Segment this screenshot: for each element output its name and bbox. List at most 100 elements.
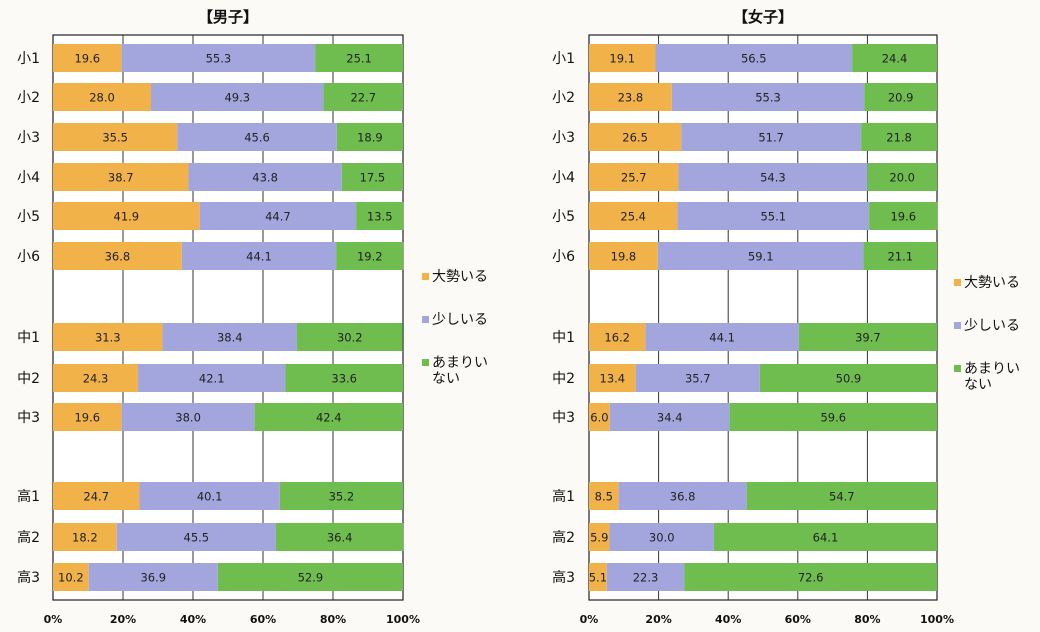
data-label: 20.9	[888, 91, 914, 105]
data-label: 35.2	[329, 490, 355, 504]
category-label: 中3	[17, 410, 40, 426]
data-label: 49.3	[224, 91, 250, 105]
bar-segment	[279, 482, 403, 510]
category-label: 中3	[552, 410, 575, 426]
category-label: 高3	[17, 569, 40, 586]
bar-segment	[589, 563, 607, 591]
bar-segment	[121, 403, 255, 431]
bar-segment	[53, 364, 139, 392]
bar-segment	[655, 44, 853, 72]
data-label: 72.6	[798, 571, 824, 585]
bar-segment	[589, 163, 679, 191]
data-label: 36.8	[105, 250, 131, 264]
male-chart: 【男子】小1 19.6 55.3 25.1 小2 28.0 49.3 22.7 小3 35.5 45…	[17, 8, 488, 626]
bar-segment	[188, 163, 342, 191]
bar-segment	[254, 403, 403, 431]
bar-segment	[53, 242, 182, 270]
data-label: 5.1	[589, 571, 607, 585]
bar-segment	[852, 44, 937, 72]
male-plot-area	[52, 34, 404, 601]
legend-label: 大勢いる	[964, 275, 1020, 291]
x-tick-label: 80%	[854, 613, 880, 626]
data-label: 25.1	[346, 52, 372, 66]
data-label: 44.7	[265, 210, 291, 224]
data-label: 13.5	[367, 210, 393, 224]
bar-segment	[635, 364, 760, 392]
bar-segment	[645, 323, 799, 351]
x-tick-label: 20%	[645, 613, 671, 626]
bar-segment	[121, 44, 316, 72]
bar-segment	[315, 44, 403, 72]
data-label: 56.5	[741, 52, 767, 66]
bar-segment	[53, 44, 122, 72]
data-label: 43.8	[252, 171, 278, 185]
data-label: 45.6	[244, 131, 270, 145]
category-label: 小5	[17, 209, 40, 225]
data-label: 36.9	[140, 571, 166, 585]
bar-segment	[589, 202, 678, 230]
bar-segment	[606, 563, 685, 591]
data-label: 17.5	[360, 171, 386, 185]
category-label: 小1	[17, 51, 40, 67]
bar-segment	[139, 482, 280, 510]
bar-segment	[341, 163, 403, 191]
data-label: 52.9	[298, 571, 324, 585]
bar-segment	[296, 323, 403, 351]
bar-segment	[589, 123, 682, 151]
male-chart-title: 【男子】	[198, 8, 258, 26]
data-label: 55.1	[760, 210, 786, 224]
data-label: 21.8	[886, 131, 912, 145]
data-label: 19.6	[74, 411, 100, 425]
data-label: 26.5	[622, 131, 648, 145]
data-label: 55.3	[755, 91, 781, 105]
data-label: 51.7	[758, 131, 784, 145]
bar-segment	[336, 123, 403, 151]
data-label: 36.8	[670, 490, 696, 504]
data-label: 24.4	[882, 52, 908, 66]
data-label: 64.1	[813, 531, 839, 545]
data-label: 5.9	[590, 531, 608, 545]
bar-segment	[864, 83, 937, 111]
data-label: 35.5	[102, 131, 128, 145]
bar-segment	[589, 44, 656, 72]
data-label: 34.4	[657, 411, 683, 425]
bar-segment	[323, 83, 403, 111]
bar-segment	[609, 403, 730, 431]
category-label: 高1	[17, 488, 40, 505]
legend-swatch	[954, 365, 961, 372]
bar-segment	[53, 202, 200, 230]
data-label: 40.1	[197, 490, 223, 504]
x-tick-label: 100%	[920, 613, 954, 626]
female-chart-title: 【女子】	[733, 8, 793, 26]
data-label: 39.7	[855, 331, 881, 345]
bar-segment	[162, 323, 297, 351]
data-label: 25.7	[621, 171, 647, 185]
data-label: 38.0	[175, 411, 201, 425]
data-label: 41.9	[114, 210, 140, 224]
bar-segment	[177, 123, 337, 151]
data-label: 38.4	[217, 331, 243, 345]
bar-segment	[88, 563, 218, 591]
data-label: 19.6	[890, 210, 916, 224]
bar-segment	[867, 163, 937, 191]
bar-segment	[589, 364, 636, 392]
x-tick-label: 60%	[785, 613, 811, 626]
bar-segment	[181, 242, 337, 270]
bar-segment	[589, 482, 619, 510]
category-label: 小6	[17, 249, 40, 265]
x-tick-label: 40%	[180, 613, 206, 626]
category-label: 中1	[17, 330, 40, 346]
bar-segment	[746, 482, 937, 510]
data-label: 22.7	[350, 91, 376, 105]
bar-segment	[798, 323, 937, 351]
data-label: 18.2	[72, 531, 98, 545]
female-chart: 【女子】小1 19.1 56.5 24.4 小2 23.8 55.3 20.9 小3 26.5 51…	[552, 8, 1020, 626]
data-label: 19.2	[357, 250, 383, 264]
data-label: 33.6	[331, 372, 357, 386]
legend-swatch	[422, 359, 429, 366]
data-label: 23.8	[618, 91, 644, 105]
category-label: 高2	[552, 529, 575, 546]
